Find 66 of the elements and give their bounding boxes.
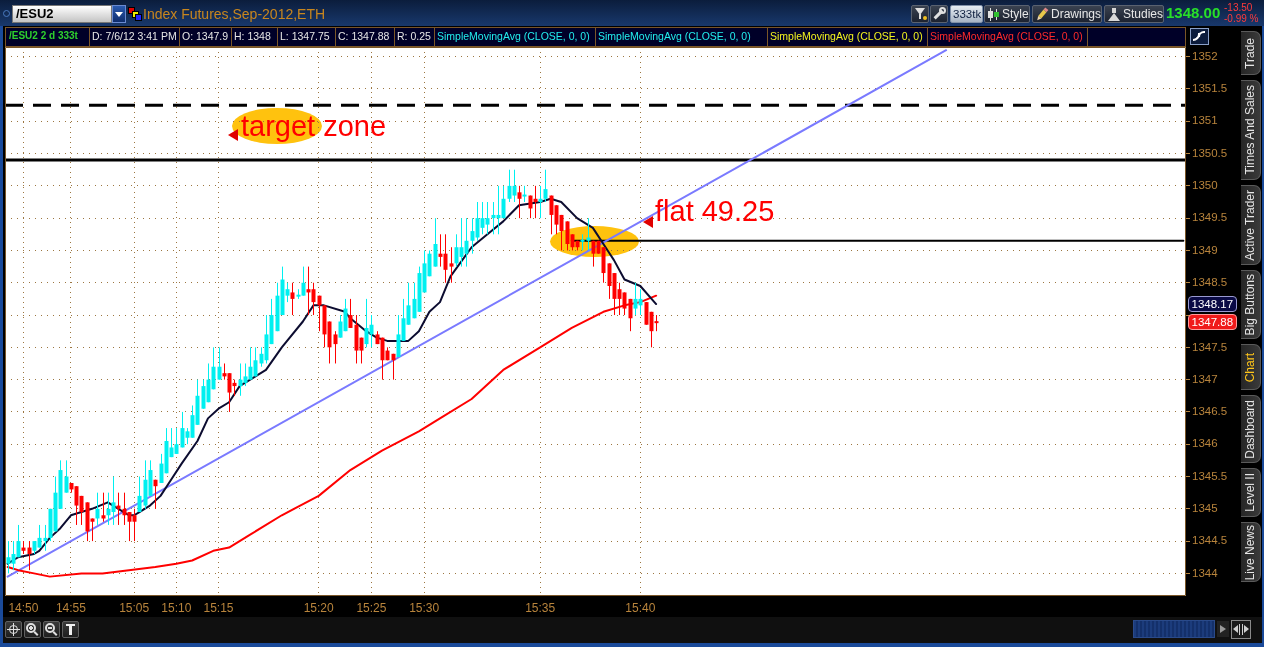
y-tick-label: 1344 xyxy=(1192,566,1219,579)
text: SimpleMovingAvg (CLOSE, 0, 0) xyxy=(598,30,751,43)
y-tick-label: 1344.5 xyxy=(1192,534,1228,547)
text: L: 1347.75 xyxy=(280,30,330,43)
chart-title: Index Futures,Sep-2012,ETH xyxy=(143,6,326,23)
text: H: 1348 xyxy=(234,30,271,43)
annotation: flat 49.25 xyxy=(655,194,775,227)
text: D: 7/6/12 3:41 PM xyxy=(92,30,177,43)
candlestick xyxy=(290,282,295,316)
x-tick-label: 15:20 xyxy=(303,600,335,615)
interval-button: 333tk xyxy=(950,5,983,23)
y-tick-label: 1352 xyxy=(1192,49,1218,62)
candlestick xyxy=(517,185,522,219)
y-tick-label: 1350 xyxy=(1192,179,1218,192)
text: -0.99 % xyxy=(1224,13,1259,25)
x-tick-label: 15:30 xyxy=(409,600,440,615)
candlestick xyxy=(101,492,106,523)
y-tick-label: 1346 xyxy=(1192,437,1218,450)
x-tick-label: 15:40 xyxy=(625,600,656,615)
text: -13.50 xyxy=(1224,2,1253,14)
y-tick-label: 1347 xyxy=(1192,372,1218,385)
candlestick xyxy=(116,492,121,526)
candlestick xyxy=(543,169,548,203)
annotation: target zone xyxy=(241,109,387,142)
y-tick-label: 1350.5 xyxy=(1192,146,1228,159)
studies-button: Studies xyxy=(1104,5,1164,23)
y-tick-label: 1345 xyxy=(1192,501,1218,514)
text: O: 1347.9 xyxy=(182,30,229,43)
price-tag: 1348.17 xyxy=(1188,296,1237,312)
x-tick-label: 14:55 xyxy=(55,600,87,615)
x-tick-label: 15:25 xyxy=(356,600,387,615)
x-tick-label: 15:05 xyxy=(119,600,150,615)
side-tab: Dashboard xyxy=(1241,395,1261,463)
symbol-field: /ESU2 xyxy=(12,5,112,23)
y-tick-label: 1347.5 xyxy=(1192,340,1228,353)
candlestick xyxy=(95,492,100,526)
y-tick-label: 1346.5 xyxy=(1192,405,1228,418)
text: R: 0.25 xyxy=(397,30,431,43)
text: C: 1347.88 xyxy=(338,30,390,43)
y-tick-label: 1348.5 xyxy=(1192,275,1228,288)
price-tag: 1347.88 xyxy=(1188,314,1237,330)
y-tick-label: 1349 xyxy=(1192,243,1218,256)
style-button: Style xyxy=(984,5,1030,23)
candlestick xyxy=(538,185,543,219)
text: /ESU2 2 d 333t xyxy=(9,30,78,42)
side-tab: Level II xyxy=(1241,468,1261,517)
side-tab: Big Buttons xyxy=(1241,270,1261,339)
text: SimpleMovingAvg (CLOSE, 0, 0) xyxy=(770,30,923,43)
x-tick-label: 15:35 xyxy=(525,600,556,615)
y-tick-label: 1345.5 xyxy=(1192,469,1228,482)
x-tick-label: 15:15 xyxy=(203,600,234,615)
candlestick xyxy=(153,479,158,510)
side-tab: Live News xyxy=(1241,522,1261,582)
x-tick-label: 15:10 xyxy=(161,600,192,615)
y-tick-label: 1351 xyxy=(1192,114,1218,127)
text: SimpleMovingAvg (CLOSE, 0, 0) xyxy=(930,30,1083,43)
x-tick-label: 14:50 xyxy=(8,600,39,615)
drawings-button: Drawings xyxy=(1032,5,1102,23)
side-tab: Chart xyxy=(1241,344,1261,390)
side-tab: Active Trader xyxy=(1241,185,1261,265)
y-tick-label: 1351.5 xyxy=(1192,82,1228,95)
text: SimpleMovingAvg (CLOSE, 0, 0) xyxy=(437,30,590,43)
text: 1348.00 xyxy=(1166,4,1221,22)
y-tick-label: 1349.5 xyxy=(1192,211,1228,224)
side-tab: Times And Sales xyxy=(1241,80,1261,180)
side-tab: Trade xyxy=(1241,31,1261,75)
